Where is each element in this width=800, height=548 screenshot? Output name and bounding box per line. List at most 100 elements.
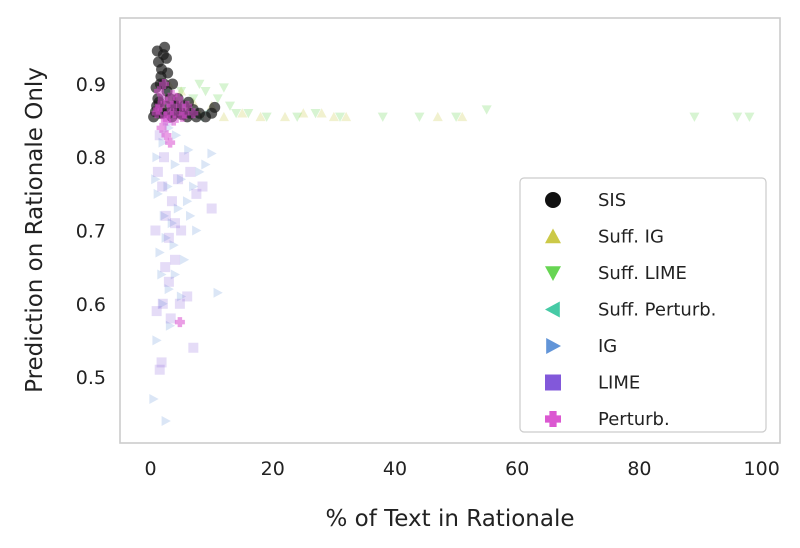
legend-box bbox=[519, 177, 767, 433]
data-point bbox=[188, 94, 199, 104]
x-tick-label: 40 bbox=[383, 458, 407, 480]
data-point bbox=[243, 109, 254, 119]
data-point bbox=[167, 78, 179, 90]
data-point bbox=[182, 196, 193, 207]
x-tick-label: 0 bbox=[145, 458, 157, 480]
data-point bbox=[481, 105, 492, 115]
data-point bbox=[255, 111, 266, 122]
data-point bbox=[174, 298, 185, 309]
data-point bbox=[218, 111, 229, 122]
x-tick-label: 80 bbox=[627, 458, 651, 480]
x-tick-label: 60 bbox=[505, 458, 529, 480]
data-point bbox=[188, 108, 199, 119]
data-point bbox=[189, 181, 199, 192]
data-point bbox=[169, 240, 179, 251]
legend-entry: LIME bbox=[598, 373, 640, 394]
data-point bbox=[176, 174, 187, 185]
data-point bbox=[159, 152, 169, 163]
data-point bbox=[170, 269, 180, 280]
data-point bbox=[164, 284, 174, 295]
data-point bbox=[206, 203, 217, 214]
data-point bbox=[195, 166, 205, 177]
data-point bbox=[218, 83, 229, 93]
data-point bbox=[152, 335, 162, 346]
data-point bbox=[159, 78, 169, 89]
data-point bbox=[170, 108, 180, 119]
y-axis-ticks: 0.5 0.6 0.7 0.8 0.9 bbox=[76, 74, 106, 389]
legend-entry: Suff. IG bbox=[598, 227, 664, 248]
y-tick-label: 0.5 bbox=[76, 367, 106, 389]
data-point bbox=[179, 152, 190, 163]
data-point bbox=[341, 111, 352, 122]
data-point bbox=[173, 93, 184, 104]
data-point bbox=[261, 112, 272, 122]
data-point bbox=[201, 159, 211, 170]
data-point bbox=[328, 111, 339, 122]
data-point bbox=[161, 232, 171, 243]
data-point bbox=[151, 306, 162, 317]
data-point bbox=[150, 225, 161, 236]
legend-entry: Perturb. bbox=[598, 409, 670, 430]
data-point bbox=[154, 364, 165, 375]
data-point bbox=[177, 111, 188, 122]
data-point bbox=[182, 100, 193, 111]
data-point bbox=[209, 101, 221, 113]
data-point bbox=[173, 203, 184, 214]
legend-marker bbox=[545, 228, 561, 244]
data-point bbox=[212, 94, 223, 104]
data-point bbox=[157, 93, 168, 104]
data-point bbox=[160, 52, 172, 64]
x-tick-label: 20 bbox=[261, 458, 285, 480]
data-point bbox=[213, 287, 223, 298]
data-point bbox=[231, 109, 242, 119]
data-point bbox=[457, 111, 468, 122]
data-point bbox=[191, 188, 202, 199]
data-point bbox=[163, 276, 174, 287]
data-point bbox=[160, 111, 171, 122]
data-point bbox=[170, 218, 180, 229]
data-point bbox=[188, 342, 199, 353]
data-point bbox=[316, 108, 327, 118]
data-point bbox=[156, 357, 167, 368]
legend-marker bbox=[545, 301, 560, 318]
data-point bbox=[182, 291, 193, 302]
data-point bbox=[160, 262, 171, 273]
data-point bbox=[152, 104, 163, 115]
data-point bbox=[166, 196, 177, 207]
data-point bbox=[161, 416, 171, 427]
y-tick-label: 0.6 bbox=[76, 294, 106, 316]
data-point bbox=[167, 89, 178, 100]
data-point bbox=[163, 108, 174, 119]
data-point bbox=[157, 181, 168, 192]
data-point bbox=[176, 225, 187, 236]
data-point bbox=[200, 87, 211, 97]
legend-entry: Suff. Perturb. bbox=[598, 300, 716, 321]
data-point bbox=[165, 137, 176, 148]
x-tick-label: 100 bbox=[744, 458, 780, 480]
data-point bbox=[732, 112, 743, 122]
data-point bbox=[152, 152, 162, 163]
data-point bbox=[161, 130, 172, 141]
data-point bbox=[432, 111, 443, 122]
data-point bbox=[149, 394, 159, 405]
data-point bbox=[160, 210, 171, 221]
y-tick-label: 0.7 bbox=[76, 221, 106, 243]
data-point bbox=[167, 218, 177, 229]
data-point bbox=[451, 112, 462, 122]
y-tick-label: 0.8 bbox=[76, 147, 106, 169]
data-point bbox=[165, 313, 176, 324]
data-point bbox=[176, 87, 187, 97]
data-point bbox=[162, 67, 174, 79]
data-point bbox=[310, 109, 321, 119]
data-point bbox=[292, 112, 303, 122]
data-point bbox=[176, 100, 187, 111]
data-point bbox=[163, 181, 173, 192]
data-point bbox=[151, 45, 163, 57]
data-point bbox=[158, 137, 168, 148]
data-point bbox=[171, 130, 182, 141]
data-point bbox=[159, 210, 169, 221]
data-point bbox=[154, 86, 165, 97]
data-point bbox=[197, 181, 208, 192]
data-point bbox=[166, 100, 177, 111]
